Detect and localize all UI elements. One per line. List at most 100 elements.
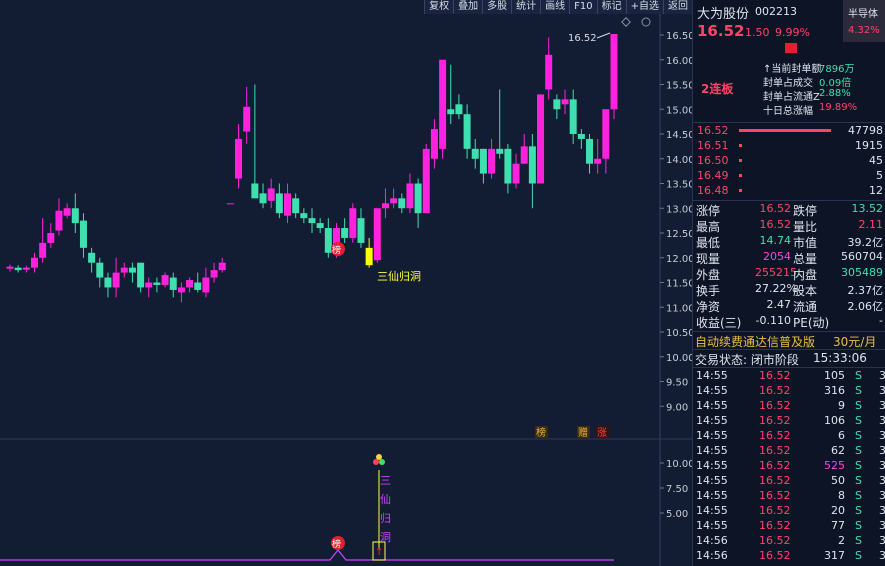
tick-price: 16.52 [759,519,791,532]
toolbar-button[interactable]: 画线 [540,0,570,14]
tick-time: 14:56 [696,534,728,547]
tick-count: 3 [879,474,885,487]
sub-axis-tick-label: 5.00 [666,509,688,520]
axis-tick-label: 14.00 [666,155,692,166]
tick-volume: 525 [824,459,845,472]
stat-value: 2.37亿 [847,284,884,297]
candle [528,134,536,209]
tick-price: 16.52 [759,504,791,517]
axis-tick-label: 10.00 [666,353,692,364]
sub-char-1: 三 [380,474,391,487]
stat-label: 市值 [793,236,818,250]
tick-side: S [855,414,862,427]
stat-value: -0.110 [755,314,791,327]
sector-box[interactable]: 半导体 4.32% [843,0,885,42]
stat-label: 总量 [793,252,818,266]
toolbar-button[interactable]: 复权 [424,0,454,14]
signal-flower-icon [373,454,385,465]
tick-time: 14:55 [696,504,728,517]
tick-time: 14:55 [696,414,728,427]
bid-volume: 47798 [848,124,883,137]
tick-volume: 317 [824,549,845,562]
stat-value: 27.22% [755,282,797,295]
stat-label: 内盘 [793,268,818,282]
tick-side: S [855,489,862,502]
candle [55,198,63,236]
candle [186,277,194,293]
sub-axis-tick-label: 10.00 [666,459,692,470]
toolbar-button[interactable]: +自选 [625,0,663,14]
tick-volume: 2 [838,534,845,547]
sub-char-2: 仙 [380,493,391,506]
candle [88,247,96,273]
candle [561,89,569,115]
seal-info-label: 封单占流通Z [763,92,820,103]
tick-count: 3 [879,414,885,427]
kline-chart-area[interactable]: 复权 叠加 多股 统计 画线 F10 标记 +自选 返回 16.50 16.00 15.50 15.0… [0,0,692,566]
tick-time: 14:56 [696,549,728,562]
stat-label: 净资 [696,300,721,314]
stat-label: 收益(三) [696,316,742,330]
toolbar-button[interactable]: 叠加 [453,0,483,14]
toolbar-button[interactable]: 多股 [482,0,512,14]
candle [145,277,153,298]
axis-tick-label: 11.00 [666,303,692,314]
axis-tick-label: 10.50 [666,328,692,339]
stat-value: - [879,314,883,327]
tick-volume: 62 [831,444,845,457]
sub-bang-badge[interactable]: 榜 [331,536,345,550]
axis-tick-label: 9.00 [666,402,688,413]
tick-price: 16.52 [759,414,791,427]
toolbar-button[interactable]: 返回 [663,0,692,14]
candle [161,272,169,288]
candle [63,203,71,219]
stat-label: 股本 [793,284,818,298]
candle [14,265,22,273]
candle [496,89,504,159]
tick-price: 16.52 [759,444,791,457]
candle [439,59,447,159]
candle [226,203,234,205]
high-price-label: 16.52 [568,33,597,44]
sector-name: 半导体 [848,9,878,20]
bid-price: 16.48 [697,184,729,197]
toolbar-button[interactable]: 统计 [511,0,541,14]
seal-info-value: 2.88% [819,88,851,99]
tick-price: 16.52 [759,489,791,502]
tick-time: 14:55 [696,519,728,532]
high-price-pointer [596,32,611,39]
candle [430,119,438,169]
candle [202,267,210,298]
stock-name: 大为股份 [697,7,750,22]
candle [128,262,136,283]
candle [504,143,512,194]
sub-indicator-chart: ↑ 三 仙 归 洞 榜 [0,454,614,561]
axis-tick-label: 13.50 [666,180,692,191]
candle [488,138,496,179]
tick-count: 3 [879,489,885,502]
kline-chart[interactable]: 16.50 16.00 15.50 15.00 14.50 14.00 13.50 13.00… [0,0,692,566]
toolbar-button[interactable]: 标记 [596,0,626,14]
tick-volume: 8 [838,489,845,502]
candle [210,262,218,283]
candle [300,208,308,224]
badge-row[interactable]: 榜 赠 涨 [535,426,609,439]
sector-pct: 4.32% [848,25,880,36]
seal-info-value: 19.89% [819,102,858,113]
tick-volume: 77 [831,519,845,532]
stat-label: PE(动) [793,316,830,330]
ad-price[interactable]: 30元/月 [833,335,877,349]
candle [455,94,463,120]
bang-badge[interactable]: 榜 [331,242,345,256]
bid-volume-bar [739,189,742,192]
ad-text[interactable]: 自动续费通达信普及版 [695,335,816,349]
chart-settings-icons[interactable] [621,17,651,27]
bid-volume-bar [739,129,831,132]
tick-side: S [855,444,862,457]
toolbar-button[interactable]: F10 [569,0,597,14]
stat-value: 2054 [763,250,791,263]
tick-side: S [855,534,862,547]
sub-char-3: 归 [380,511,391,525]
limit-up-icon [785,43,797,53]
candle [545,37,553,100]
